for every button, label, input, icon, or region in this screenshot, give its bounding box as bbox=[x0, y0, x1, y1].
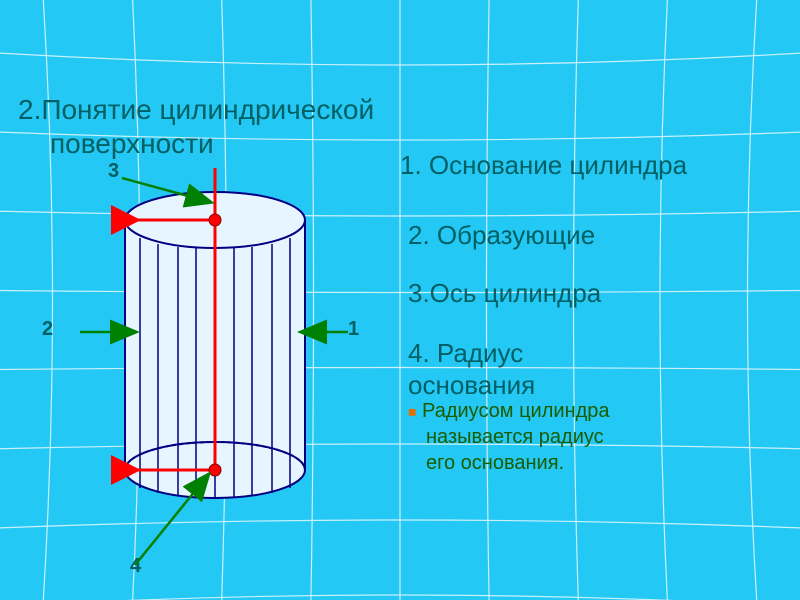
cylinder-diagram bbox=[80, 160, 380, 580]
marker-2: 2 bbox=[42, 318, 53, 341]
note-line-1: Радиусом цилиндра bbox=[422, 400, 610, 422]
list-item-4b: основания bbox=[408, 370, 535, 401]
note-line-3: его основания. bbox=[426, 450, 564, 476]
center-dot-bottom bbox=[209, 464, 221, 476]
list-item-4a: 4. Радиус bbox=[408, 338, 523, 369]
list-item-1: 1. Основание цилиндра bbox=[400, 150, 687, 181]
title-line-1: 2.Понятие цилиндрической bbox=[18, 94, 374, 126]
center-dot-top bbox=[209, 214, 221, 226]
bullet-icon: ■ bbox=[408, 404, 416, 420]
note-block: ■ Радиусом цилиндра называется радиус ег… bbox=[408, 398, 610, 476]
list-item-2: 2. Образующие bbox=[408, 220, 595, 251]
list-item-3: 3.Ось цилиндра bbox=[408, 278, 601, 309]
note-line-2: называется радиус bbox=[426, 424, 604, 450]
title-line-2: поверхности bbox=[50, 128, 214, 160]
